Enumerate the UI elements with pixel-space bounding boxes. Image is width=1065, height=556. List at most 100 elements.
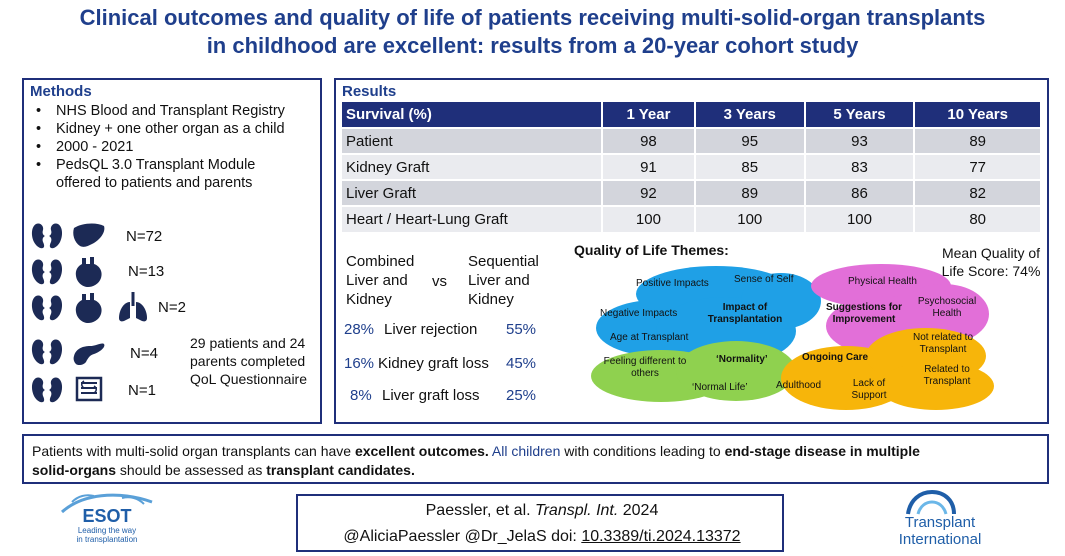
conclusion-text: Patients with multi-solid organ transpla… (32, 442, 920, 480)
esot-tagline-line: in transplantation (76, 535, 138, 544)
table-row: Kidney Graft 91 85 83 77 (342, 153, 1042, 180)
theme-label: Adulthood (776, 380, 822, 391)
table-row: Heart / Heart-Lung Graft 100 100 100 80 (342, 205, 1042, 232)
vs-label: vs (432, 273, 447, 290)
table-cell: 77 (914, 153, 1042, 180)
group-count: N=1 (128, 382, 156, 399)
esot-name: ESOT (82, 506, 132, 526)
doi-link[interactable]: 10.3389/ti.2024.13372 (581, 528, 741, 545)
theme-label: Lack of Support (851, 378, 887, 401)
group-count: N=4 (130, 345, 158, 362)
survival-table: Survival (%) 1 Year 3 Years 5 Years 10 Y… (342, 102, 1042, 232)
column-header: 10 Years (914, 102, 1042, 128)
conclusion-part: should be assessed as (116, 462, 267, 478)
orange-cloud (781, 328, 994, 410)
outcome-label: Kidney graft loss (378, 355, 489, 372)
theme-label: Related to Transplant (923, 364, 971, 387)
results-panel: Results Survival (%) 1 Year 3 Years 5 Ye… (334, 78, 1049, 424)
table-cell: 100 (694, 205, 806, 232)
conclusion-part: All children (488, 443, 561, 459)
table-cell: 83 (804, 153, 916, 180)
outcome-label: Liver graft loss (382, 387, 480, 404)
mean-qol-score: Mean Quality of Life Score: 74% (941, 245, 1041, 279)
theme-label: Not related to Transplant (912, 332, 974, 355)
combined-pct: 8% (350, 387, 372, 404)
citation-handles: @AliciaPaessler @Dr_JelaS doi: (343, 528, 582, 545)
theme-label: Negative Impacts (600, 308, 678, 319)
conclusion-emphasis: solid-organs (32, 462, 117, 478)
green-cloud (591, 341, 796, 402)
table-header-row: Survival (%) 1 Year 3 Years 5 Years 10 Y… (342, 102, 1042, 128)
ti-name: Transplant International (880, 514, 1000, 548)
qol-theme-cloud (591, 264, 994, 410)
theme-label: Positive Impacts (636, 278, 709, 289)
citation-authors: Paessler, et al. (425, 502, 536, 519)
kidney-icon (31, 259, 63, 285)
conclusion-emphasis: transplant candidates. (266, 462, 415, 478)
liver-icon (73, 223, 105, 247)
table-cell: Kidney Graft (342, 153, 603, 180)
conclusion-emphasis: excellent outcomes. (354, 443, 489, 459)
citation-panel: Paessler, et al. Transpl. Int. 2024 @Ali… (296, 494, 784, 552)
table-cell: 100 (602, 205, 696, 232)
esot-tagline: Leading the way in transplantation (52, 526, 162, 544)
intestine-icon (75, 376, 103, 402)
table-row: Liver Graft 92 89 86 82 (342, 179, 1042, 206)
theme-label: Psychosocial Health (917, 296, 977, 319)
theme-label: Feeling different to others (603, 356, 687, 379)
kidney-icon (31, 377, 63, 403)
outcome-label: Liver rejection (384, 321, 478, 338)
table-cell: 100 (804, 205, 916, 232)
table-cell: 91 (602, 153, 696, 180)
citation-journal: Transpl. Int. (535, 502, 619, 519)
table-cell: 98 (602, 127, 696, 154)
conclusion-emphasis: end-stage disease in multiple (724, 443, 920, 459)
methods-list: NHS Blood and Transplant Registry Kidney… (30, 102, 290, 192)
methods-panel: Methods NHS Blood and Transplant Registr… (22, 78, 322, 424)
heart-icon (75, 293, 102, 323)
kidney-icon (31, 339, 63, 365)
theme-label: Suggestions for Improvement (825, 302, 903, 325)
table-cell: 92 (602, 179, 696, 206)
page-title: Clinical outcomes and quality of life of… (0, 4, 1065, 60)
sequential-pct: 55% (506, 321, 537, 338)
theme-label: Sense of Self (734, 274, 794, 285)
methods-item: PedsQL 3.0 Transplant Module offered to … (30, 156, 290, 192)
esot-tagline-line: Leading the way (77, 526, 137, 535)
qol-completed-note: 29 patients and 24 parents completed QoL… (190, 335, 307, 387)
methods-item: NHS Blood and Transplant Registry (30, 102, 290, 120)
citation-line-1: Paessler, et al. Transpl. Int. 2024 (298, 502, 786, 520)
theme-label: Impact of Transplantation (707, 302, 783, 325)
combined-pct: 28% (344, 321, 375, 338)
methods-heading: Methods (30, 83, 92, 100)
table-cell: Patient (342, 127, 603, 154)
column-header: 5 Years (804, 102, 916, 128)
esot-logo-icon (60, 493, 153, 514)
table-cell: 85 (694, 153, 806, 180)
conclusion-part: Patients with multi-solid organ transpla… (32, 443, 355, 459)
column-header: Survival (%) (342, 102, 603, 128)
conclusion-part: with conditions leading to (560, 443, 725, 459)
ti-name-line: International (898, 531, 982, 548)
sequential-pct: 25% (506, 387, 537, 404)
sequential-pct: 45% (506, 355, 537, 372)
column-header: 1 Year (602, 102, 696, 128)
table-cell: 89 (694, 179, 806, 206)
title-line-1: Clinical outcomes and quality of life of… (79, 5, 986, 30)
group-count: N=2 (158, 299, 186, 316)
table-cell: 82 (914, 179, 1042, 206)
table-cell: 93 (804, 127, 916, 154)
sequential-label: Sequential Liver and Kidney (468, 253, 539, 308)
table-cell: 95 (694, 127, 806, 154)
theme-label: ‘Normal Life’ (692, 382, 748, 393)
results-heading: Results (342, 83, 397, 100)
conclusion-panel: Patients with multi-solid organ transpla… (22, 434, 1049, 484)
kidney-icon (31, 223, 63, 249)
transplant-international-logo-icon (906, 489, 956, 515)
qol-title: Quality of Life Themes: (574, 242, 729, 258)
group-count: N=72 (126, 228, 163, 245)
citation-line-2: @AliciaPaessler @Dr_JelaS doi: 10.3389/t… (298, 528, 786, 546)
table-cell: 89 (914, 127, 1042, 154)
table-cell: Heart / Heart-Lung Graft (342, 205, 603, 232)
theme-label: Ongoing Care (802, 352, 869, 363)
